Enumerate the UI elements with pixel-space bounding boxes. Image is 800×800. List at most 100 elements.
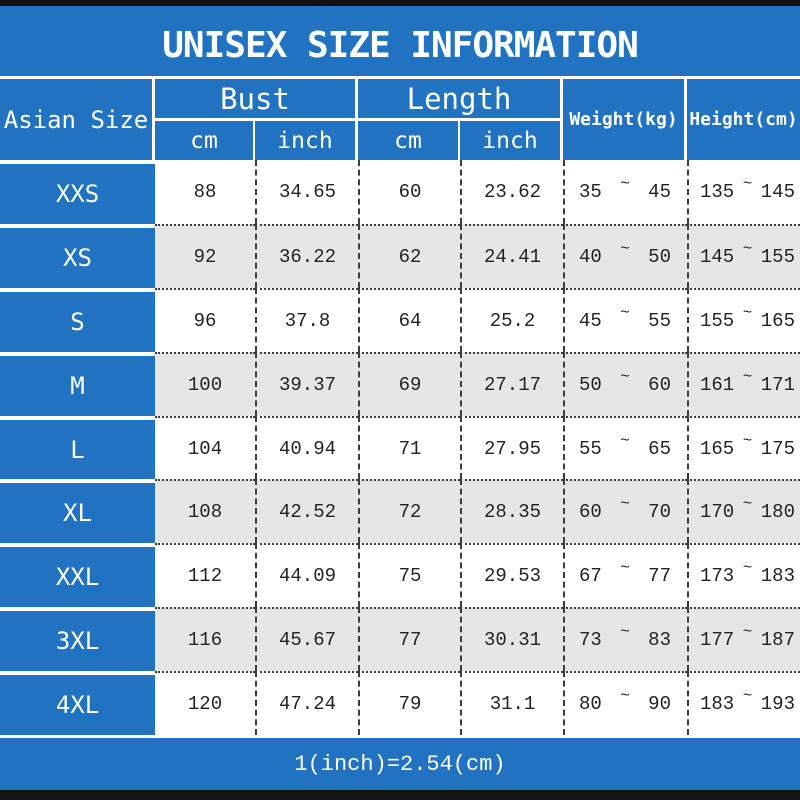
- length-inch-cell: 23.62: [460, 160, 563, 224]
- footer-note-bar: 1(inch)=2.54(cm): [0, 738, 800, 790]
- weight-min: 60: [579, 501, 602, 524]
- length-cm-cell: 71: [358, 415, 460, 480]
- weight-max: 77: [648, 565, 671, 588]
- bust-cm-cell: 108: [155, 479, 255, 544]
- bust-cm-cell: 120: [155, 671, 255, 736]
- header-weight: Weight(kg): [563, 79, 687, 160]
- height-range-cell: 145 ~ 155: [687, 223, 800, 288]
- header-bust-label: Bust: [155, 79, 355, 121]
- tilde-separator: ~: [620, 174, 630, 193]
- bust-inch-cell: 36.22: [255, 223, 358, 288]
- weight-min: 80: [579, 693, 602, 716]
- length-inch-cell: 28.35: [460, 479, 563, 544]
- length-cm-cell: 79: [358, 671, 460, 736]
- size-cell: M: [0, 351, 155, 416]
- header-bust-cm: cm: [155, 121, 255, 160]
- table-row: S 96 37.8 64 25.2 45 ~ 55 155 ~ 165: [0, 287, 800, 352]
- bust-cm-cell: 112: [155, 543, 255, 608]
- tilde-separator: ~: [742, 367, 753, 386]
- weight-min: 50: [579, 373, 602, 396]
- height-max: 187: [760, 629, 795, 652]
- length-inch-cell: 25.2: [460, 287, 563, 352]
- length-cm-cell: 62: [358, 223, 460, 288]
- weight-range-cell: 35 ~ 45: [563, 160, 687, 224]
- weight-max: 60: [648, 373, 671, 396]
- height-range-cell: 161 ~ 171: [687, 351, 800, 416]
- bust-cm-cell: 116: [155, 607, 255, 672]
- weight-range-cell: 45 ~ 55: [563, 287, 687, 352]
- weight-max: 90: [648, 693, 671, 716]
- length-cm-cell: 77: [358, 607, 460, 672]
- weight-range-cell: 73 ~ 83: [563, 607, 687, 672]
- weight-max: 45: [648, 180, 671, 203]
- height-range-cell: 177 ~ 187: [687, 607, 800, 672]
- height-range-cell: 155 ~ 165: [687, 287, 800, 352]
- height-max: 183: [760, 565, 795, 588]
- size-cell: 4XL: [0, 671, 155, 736]
- bust-cm-cell: 100: [155, 351, 255, 416]
- weight-max: 50: [648, 245, 671, 268]
- table-body: XXS 88 34.65 60 23.62 35 ~ 45 135 ~ 145 …: [0, 160, 800, 736]
- page-title: UNISEX SIZE INFORMATION: [162, 24, 638, 66]
- size-cell: XXL: [0, 543, 155, 608]
- top-border-bar: [0, 0, 800, 6]
- bust-cm-cell: 88: [155, 160, 255, 224]
- length-cm-cell: 64: [358, 287, 460, 352]
- weight-min: 45: [579, 309, 602, 332]
- bust-cm-cell: 104: [155, 415, 255, 480]
- size-cell: XS: [0, 223, 155, 288]
- length-inch-cell: 27.17: [460, 351, 563, 416]
- weight-range-cell: 67 ~ 77: [563, 543, 687, 608]
- tilde-separator: ~: [620, 367, 630, 386]
- table-row: 3XL 116 45.67 77 30.31 73 ~ 83 177 ~ 187: [0, 607, 800, 672]
- height-min: 161: [700, 373, 735, 396]
- header-bust-units: cm inch: [155, 121, 355, 160]
- tilde-separator: ~: [742, 431, 753, 450]
- header-group-bust: Bust cm inch: [155, 79, 358, 160]
- height-min: 165: [700, 437, 735, 460]
- size-cell: L: [0, 415, 155, 480]
- weight-min: 35: [579, 180, 602, 203]
- bust-inch-cell: 39.37: [255, 351, 358, 416]
- weight-min: 40: [579, 245, 602, 268]
- table-row: L 104 40.94 71 27.95 55 ~ 65 165 ~ 175: [0, 415, 800, 480]
- height-min: 155: [700, 309, 735, 332]
- table-row: XS 92 36.22 62 24.41 40 ~ 50 145 ~ 155: [0, 223, 800, 288]
- length-cm-cell: 60: [358, 160, 460, 224]
- weight-range-cell: 80 ~ 90: [563, 671, 687, 736]
- length-inch-cell: 30.31: [460, 607, 563, 672]
- tilde-separator: ~: [742, 239, 753, 258]
- height-min: 145: [700, 245, 735, 268]
- length-cm-cell: 69: [358, 351, 460, 416]
- weight-range-cell: 55 ~ 65: [563, 415, 687, 480]
- tilde-separator: ~: [620, 623, 630, 642]
- size-cell: XXS: [0, 160, 155, 224]
- size-cell: S: [0, 287, 155, 352]
- tilde-separator: ~: [620, 431, 630, 450]
- weight-max: 83: [648, 629, 671, 652]
- tilde-separator: ~: [742, 687, 753, 706]
- table-row: XXL 112 44.09 75 29.53 67 ~ 77 173 ~ 183: [0, 543, 800, 608]
- length-cm-cell: 75: [358, 543, 460, 608]
- header-height: Height(cm): [687, 79, 800, 160]
- height-max: 175: [760, 437, 795, 460]
- conversion-note: 1(inch)=2.54(cm): [294, 751, 506, 777]
- length-inch-cell: 31.1: [460, 671, 563, 736]
- bust-inch-cell: 42.52: [255, 479, 358, 544]
- height-min: 177: [700, 629, 735, 652]
- height-max: 155: [760, 245, 795, 268]
- weight-range-cell: 40 ~ 50: [563, 223, 687, 288]
- tilde-separator: ~: [742, 303, 753, 322]
- size-cell: XL: [0, 479, 155, 544]
- weight-max: 65: [648, 437, 671, 460]
- weight-range-cell: 60 ~ 70: [563, 479, 687, 544]
- tilde-separator: ~: [620, 495, 630, 514]
- height-min: 173: [700, 565, 735, 588]
- header-asian-size: Asian Size: [0, 79, 155, 160]
- weight-range-cell: 50 ~ 60: [563, 351, 687, 416]
- header-bust-inch: inch: [255, 121, 355, 160]
- tilde-separator: ~: [742, 174, 753, 193]
- tilde-separator: ~: [742, 623, 753, 642]
- bust-inch-cell: 45.67: [255, 607, 358, 672]
